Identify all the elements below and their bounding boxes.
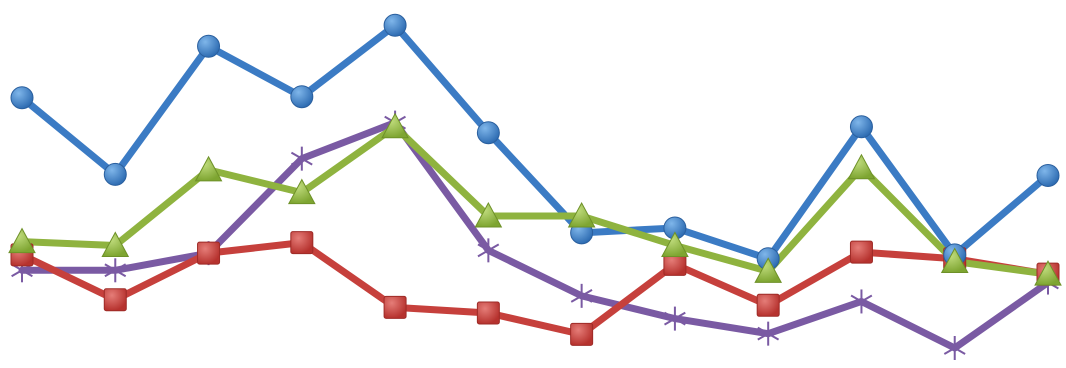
series-triangle-point-2	[101, 231, 130, 257]
series-square-point-3	[197, 241, 221, 265]
series-square-point-5	[383, 295, 407, 319]
series-triangle-point-3	[194, 155, 223, 182]
series-square-line	[18, 239, 1052, 338]
series-triangle-point-5	[381, 112, 409, 139]
series-triangle-point-4	[287, 178, 316, 205]
series-square-point-7	[570, 322, 594, 346]
series-triangle-line	[18, 123, 1052, 278]
series-triangle-point-11	[940, 247, 969, 274]
series-circle-point-6	[476, 121, 500, 145]
series-square-point-6	[476, 301, 500, 325]
series-star-point-6	[477, 238, 500, 263]
series-circle-point-10	[849, 115, 873, 139]
series-triangle-point-7	[567, 202, 596, 228]
series-square-point-2	[103, 288, 127, 312]
series-triangle-point-12	[1034, 260, 1062, 286]
series-triangle-point-9	[754, 257, 783, 283]
series-triangle-point-10	[847, 153, 876, 180]
series-star-point-11	[943, 336, 966, 360]
series-triangle-point-8	[661, 231, 689, 257]
series-circle-point-2	[103, 162, 127, 186]
plot-area	[8, 13, 1062, 360]
series-star-point-4	[290, 146, 313, 171]
series-triangle-point-1	[8, 227, 36, 254]
series-square-point-4	[290, 231, 314, 255]
series-circle-point-12	[1036, 163, 1060, 187]
series-star-point-10	[850, 289, 873, 314]
series-circle-point-3	[197, 34, 221, 58]
series-star-point-7	[570, 283, 593, 308]
series-star-point-8	[664, 306, 686, 331]
series-star-point-2	[104, 258, 127, 283]
series-circle-point-1	[10, 86, 34, 110]
series-circle-point-4	[290, 85, 314, 109]
series-square-point-10	[849, 240, 873, 264]
series-circle-point-5	[383, 13, 407, 37]
series-triangle-point-6	[474, 202, 503, 228]
series-star-line	[18, 119, 1052, 352]
series-circle-line	[18, 21, 1052, 263]
series-star-point-9	[757, 321, 780, 346]
series-square-point-9	[756, 293, 780, 317]
